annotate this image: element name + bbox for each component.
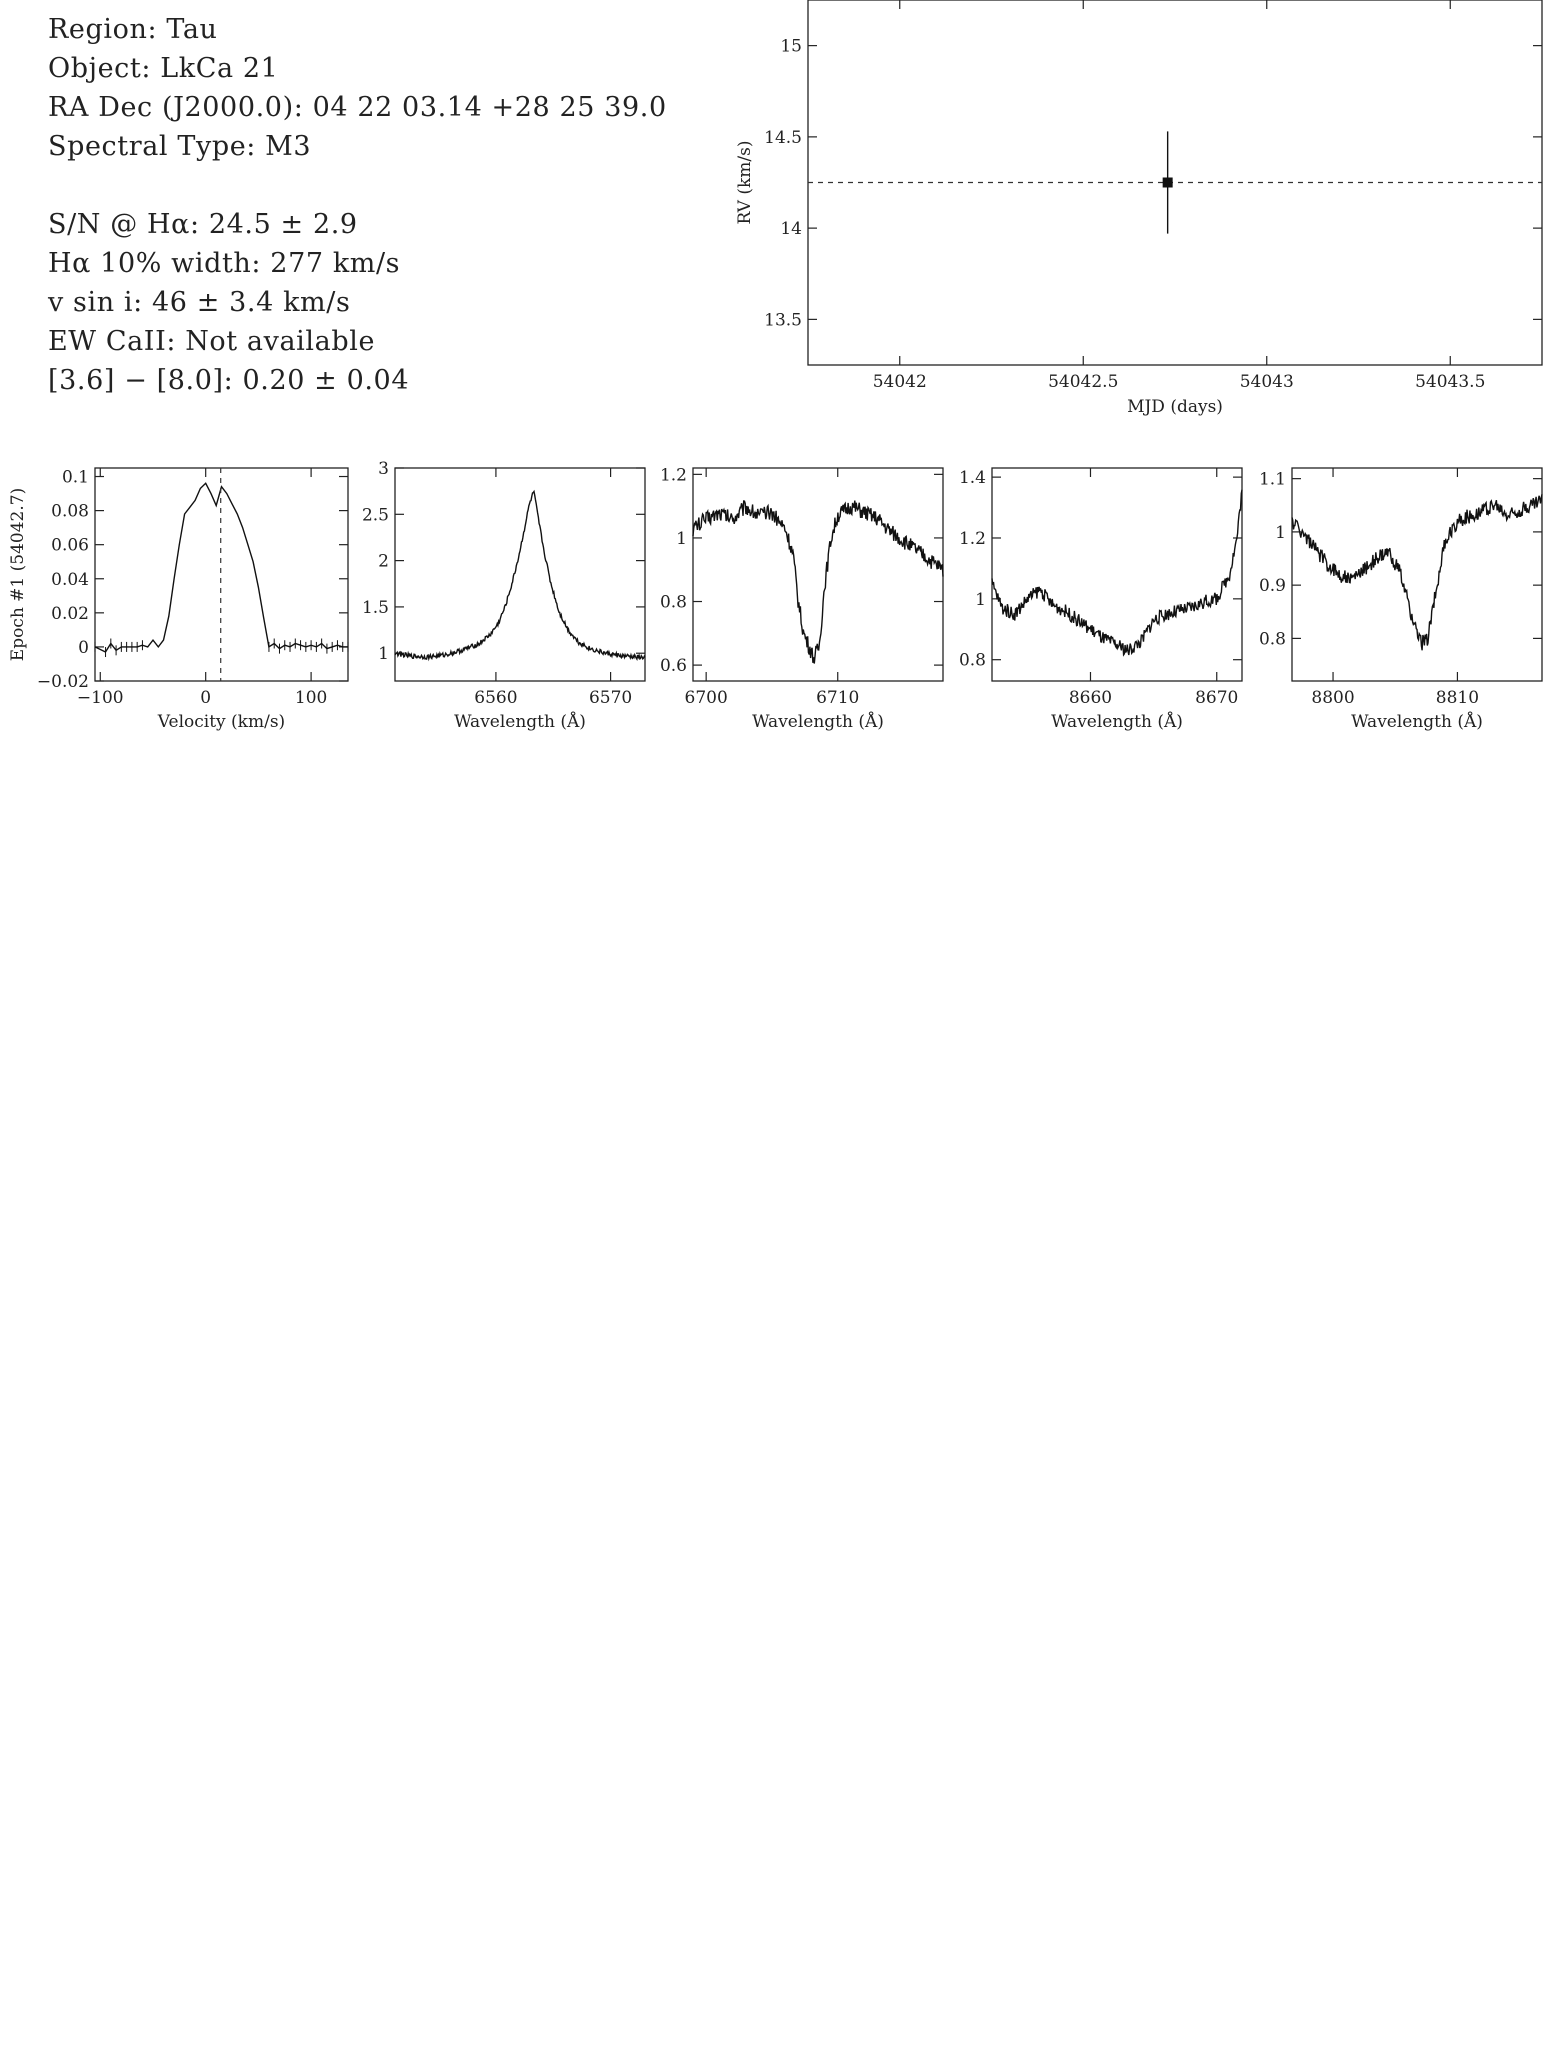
- ca8805-xtick-label: 8800: [1311, 688, 1354, 708]
- halpha_vel-ytick-label: 0: [78, 638, 89, 658]
- rv-ytick-label: 14: [780, 219, 802, 239]
- li-ytick-label: 1.2: [660, 465, 687, 485]
- halpha_wave-ytick-label: 3: [378, 459, 389, 479]
- rv-xlabel: MJD (days): [1127, 397, 1223, 417]
- halpha-width-text: Hα 10% width: 277 km/s: [48, 248, 401, 279]
- li-ytick-label: 1: [676, 529, 687, 549]
- radec-text: RA Dec (J2000.0): 04 22 03.14 +28 25 39.…: [48, 92, 667, 123]
- ca8805-ytick-label: 0.8: [1259, 629, 1286, 649]
- halpha_vel-ytick-label: 0.06: [51, 536, 89, 556]
- halpha_wave-ytick-label: 1: [378, 644, 389, 664]
- ca8805-ytick-label: 1.1: [1259, 470, 1286, 490]
- halpha_vel-spectrum-line: [94, 482, 348, 653]
- ca8662-xtick-label: 8670: [1195, 688, 1238, 708]
- ca8805-ytick-label: 0.9: [1259, 576, 1286, 596]
- ca8662-frame: [991, 467, 1243, 682]
- li-xlabel: Wavelength (Å): [752, 711, 884, 732]
- halpha_vel-xlabel: Velocity (km/s): [157, 712, 285, 732]
- halpha_wave-frame: [394, 467, 646, 682]
- halpha_vel-xtick-label: −100: [77, 688, 124, 708]
- li-spectrum-line: [692, 500, 944, 664]
- object-text: Object: LkCa 21: [48, 53, 279, 84]
- ca8805-spectrum-line: [1291, 494, 1543, 651]
- rv-xtick-label: 54042.5: [1048, 372, 1118, 392]
- ca8662-ytick-label: 1.4: [959, 468, 986, 488]
- halpha_wave-xtick-label: 6570: [589, 688, 632, 708]
- ca8805-xlabel: Wavelength (Å): [1351, 711, 1483, 732]
- halpha_wave-spectrum-line: [394, 489, 646, 662]
- halpha_vel-frame: [94, 467, 349, 682]
- rv-xtick-label: 54042: [873, 372, 927, 392]
- ca8805-xtick-label: 8810: [1436, 688, 1479, 708]
- rv-ytick-label: 13.5: [764, 310, 802, 330]
- ca8805-frame: [1291, 467, 1543, 682]
- figure-canvas: 54042 54042.5 54043 54043.5 13.5 14 14.5 15 MJD …: [8, 0, 1543, 732]
- halpha_vel-ytick-label: 0.1: [62, 468, 89, 488]
- halpha_vel-ytick-label: 0.08: [51, 502, 89, 522]
- li-xtick-label: 6710: [816, 688, 859, 708]
- rv-ylabel: RV (km/s): [735, 140, 755, 224]
- rv-point: [1162, 177, 1173, 188]
- ew-caii-text: EW CaII: Not available: [48, 326, 376, 357]
- region-text: Region: Tau: [48, 14, 218, 45]
- rv-xtick-label: 54043: [1240, 372, 1294, 392]
- halpha_vel-ytick-label: 0.04: [51, 570, 89, 590]
- halpha_vel-ytick-label: 0.02: [51, 604, 89, 624]
- snr-text: S/N @ Hα: 24.5 ± 2.9: [48, 209, 358, 240]
- halpha_vel-ytick-label: −0.02: [37, 672, 89, 692]
- ca8662-spectrum-line: [991, 489, 1243, 657]
- rv-ytick-label: 15: [780, 37, 802, 57]
- spectral-type-text: Spectral Type: M3: [48, 131, 312, 162]
- ca8662-xlabel: Wavelength (Å): [1051, 711, 1183, 732]
- star-info-block: Region: Tau Object: LkCa 21 RA Dec (J200…: [48, 10, 667, 400]
- halpha_wave-xlabel: Wavelength (Å): [454, 711, 586, 732]
- ca8662-xtick-label: 8660: [1069, 688, 1112, 708]
- ca8662-ytick-label: 0.8: [959, 651, 986, 671]
- halpha_vel-xtick-label: 100: [295, 688, 327, 708]
- vsini-text: v sin i: 46 ± 3.4 km/s: [48, 287, 351, 318]
- li-xtick-label: 6700: [685, 688, 728, 708]
- ca8662-ytick-label: 1: [975, 590, 986, 610]
- halpha_wave-ytick-label: 2.5: [362, 505, 389, 525]
- li-ytick-label: 0.8: [660, 593, 687, 613]
- halpha_vel-xtick-label: 0: [200, 688, 211, 708]
- rv-xtick-label: 54043.5: [1415, 372, 1485, 392]
- li-ytick-label: 0.6: [660, 656, 687, 676]
- halpha_wave-ytick-label: 1.5: [362, 598, 389, 618]
- halpha_wave-xtick-label: 6560: [474, 688, 517, 708]
- irac-color-text: [3.6] − [8.0]: 0.20 ± 0.04: [48, 365, 410, 396]
- halpha_vel-ylabel: Epoch #1 (54042.7): [8, 488, 28, 661]
- ca8662-ytick-label: 1.2: [959, 529, 986, 549]
- halpha_wave-ytick-label: 2: [378, 552, 389, 572]
- rv-ytick-label: 14.5: [764, 128, 802, 148]
- ca8805-ytick-label: 1: [1275, 523, 1286, 543]
